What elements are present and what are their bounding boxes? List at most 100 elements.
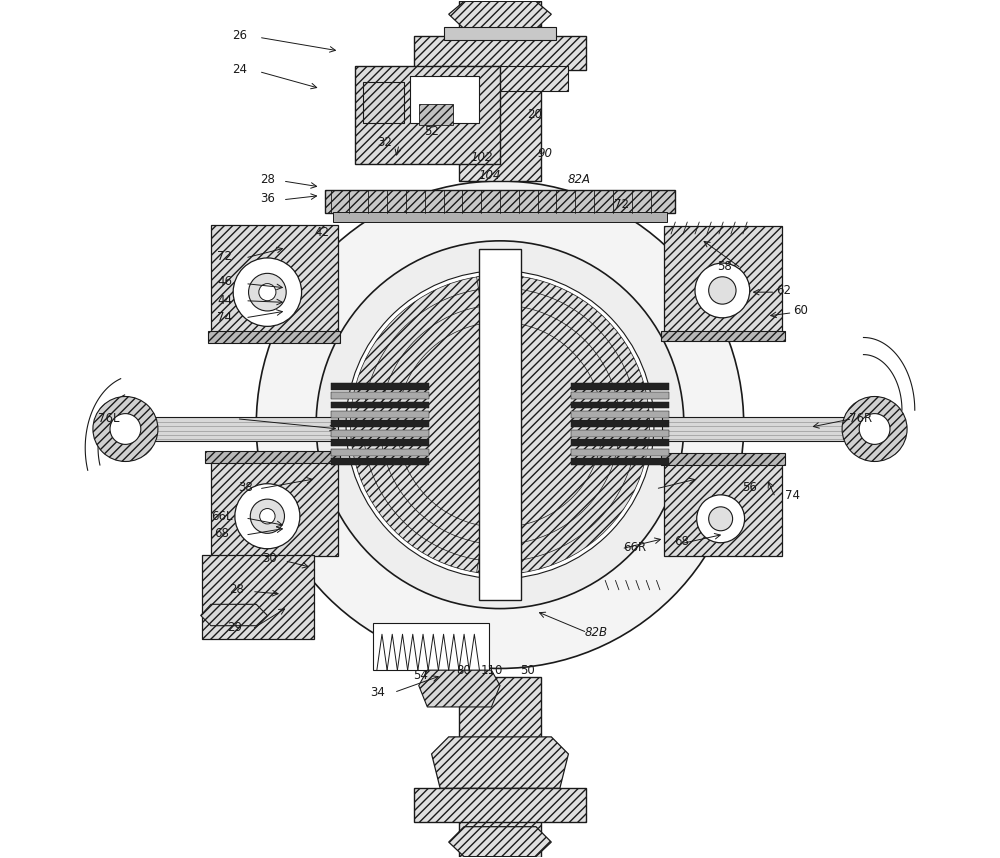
Bar bbox=[664, 227, 782, 333]
Bar bbox=[571, 392, 669, 399]
Text: 90: 90 bbox=[538, 147, 553, 160]
Bar bbox=[661, 453, 785, 465]
Text: 68: 68 bbox=[215, 527, 229, 540]
Text: 46: 46 bbox=[217, 275, 232, 288]
Text: 44: 44 bbox=[217, 294, 232, 307]
Bar bbox=[459, 2, 541, 181]
Bar bbox=[331, 430, 429, 437]
Bar bbox=[355, 65, 500, 164]
Bar bbox=[479, 250, 521, 600]
Bar bbox=[331, 420, 429, 427]
Bar bbox=[331, 458, 429, 465]
Bar bbox=[208, 330, 340, 343]
Bar bbox=[664, 463, 782, 556]
Text: 102: 102 bbox=[470, 150, 492, 164]
Bar bbox=[373, 623, 489, 670]
Bar bbox=[331, 402, 429, 408]
Text: 60: 60 bbox=[794, 305, 808, 317]
Text: 20: 20 bbox=[527, 108, 542, 121]
Circle shape bbox=[260, 509, 275, 524]
Text: 76R: 76R bbox=[849, 412, 872, 426]
Text: 32: 32 bbox=[377, 136, 392, 149]
Circle shape bbox=[709, 277, 736, 304]
Text: 58: 58 bbox=[717, 260, 731, 273]
Bar bbox=[571, 430, 669, 437]
Bar bbox=[661, 330, 785, 341]
Bar bbox=[662, 417, 893, 441]
Bar bbox=[571, 383, 669, 390]
Polygon shape bbox=[477, 275, 650, 574]
Bar bbox=[410, 76, 479, 123]
Text: 29: 29 bbox=[227, 621, 242, 634]
Polygon shape bbox=[449, 2, 551, 29]
Bar bbox=[333, 212, 667, 222]
Text: 56: 56 bbox=[742, 480, 757, 493]
Text: 38: 38 bbox=[238, 480, 253, 493]
Text: 62: 62 bbox=[776, 284, 791, 297]
Circle shape bbox=[695, 263, 750, 317]
Circle shape bbox=[259, 284, 276, 300]
Text: 80: 80 bbox=[457, 664, 471, 677]
Bar bbox=[202, 555, 314, 638]
Bar bbox=[325, 190, 675, 214]
Circle shape bbox=[233, 258, 302, 326]
Circle shape bbox=[250, 499, 284, 534]
Bar bbox=[211, 226, 338, 336]
Text: 66R: 66R bbox=[623, 541, 646, 553]
Circle shape bbox=[316, 241, 684, 608]
Bar bbox=[414, 789, 586, 823]
Circle shape bbox=[110, 414, 141, 444]
Circle shape bbox=[93, 396, 158, 462]
Bar bbox=[459, 677, 541, 856]
Bar bbox=[571, 449, 669, 456]
Text: 72: 72 bbox=[217, 250, 232, 263]
Bar bbox=[571, 402, 669, 408]
Text: 28: 28 bbox=[260, 172, 275, 186]
Bar bbox=[331, 383, 429, 390]
Circle shape bbox=[346, 271, 654, 578]
Circle shape bbox=[859, 414, 890, 444]
Bar bbox=[571, 458, 669, 465]
Text: 76L: 76L bbox=[98, 412, 119, 426]
Text: 82A: 82A bbox=[567, 172, 590, 186]
Polygon shape bbox=[350, 275, 523, 574]
Text: 24: 24 bbox=[232, 63, 247, 76]
Text: 50: 50 bbox=[520, 664, 535, 677]
Bar bbox=[331, 439, 429, 446]
Circle shape bbox=[709, 507, 733, 531]
Text: 82B: 82B bbox=[584, 626, 607, 639]
Circle shape bbox=[249, 274, 286, 311]
Bar bbox=[331, 411, 429, 418]
Bar bbox=[331, 392, 429, 399]
Circle shape bbox=[697, 495, 745, 543]
Text: 26: 26 bbox=[232, 29, 247, 42]
Circle shape bbox=[235, 484, 300, 549]
Text: 66L: 66L bbox=[211, 510, 233, 523]
Bar bbox=[211, 460, 338, 556]
Bar bbox=[414, 35, 586, 69]
Bar bbox=[107, 417, 338, 441]
Polygon shape bbox=[201, 604, 267, 625]
Polygon shape bbox=[432, 737, 568, 789]
Text: 68: 68 bbox=[674, 535, 689, 548]
Text: 54: 54 bbox=[413, 668, 428, 682]
Bar bbox=[444, 27, 556, 39]
Text: 52: 52 bbox=[424, 125, 439, 138]
Text: 30: 30 bbox=[262, 553, 276, 565]
Bar bbox=[571, 439, 669, 446]
Text: 74: 74 bbox=[785, 489, 800, 502]
Polygon shape bbox=[419, 670, 500, 707]
Bar bbox=[331, 449, 429, 456]
Text: 42: 42 bbox=[315, 226, 330, 239]
Bar bbox=[419, 104, 453, 125]
Bar bbox=[363, 82, 404, 123]
Text: 28: 28 bbox=[229, 583, 244, 596]
Text: 74: 74 bbox=[217, 311, 232, 324]
Bar bbox=[571, 411, 669, 418]
Polygon shape bbox=[449, 826, 551, 856]
Text: 104: 104 bbox=[478, 169, 501, 183]
Circle shape bbox=[256, 181, 744, 668]
Circle shape bbox=[842, 396, 907, 462]
Text: 34: 34 bbox=[370, 686, 385, 699]
Bar bbox=[205, 451, 340, 463]
